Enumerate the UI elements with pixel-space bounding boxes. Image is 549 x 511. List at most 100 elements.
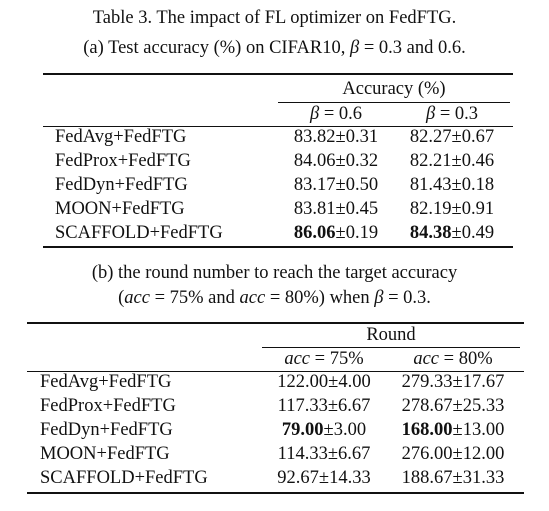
std-value: ±0.18 [451,175,495,195]
mean-value: 83.81 [293,199,336,219]
mean-value: 86.06 [293,223,336,243]
value-cell-col1: 79.00±3.00 [262,419,386,441]
mean-value: 82.27 [409,127,452,147]
std-value: ±6.67 [327,444,371,464]
method-name: FedProx+FedFTG [40,396,176,416]
value-cell-col2: 82.27±0.67 [394,126,510,148]
value-cell-col2: 188.67±31.33 [386,467,520,489]
std-value: ±25.33 [452,396,505,416]
std-value: ±0.19 [335,223,379,243]
mean-value: 117.33 [277,396,328,416]
std-value: ±6.67 [327,396,371,416]
method-name: FedDyn+FedFTG [40,420,173,440]
mean-value: 92.67 [277,468,319,488]
table-a-caption-beta: β [349,38,360,58]
caption-acc: acc [124,288,150,308]
std-value: ±4.00 [328,372,371,392]
beta-symbol: β [425,104,436,124]
col1-header-text: = 75% [310,349,364,369]
acc-symbol: acc [413,349,440,369]
mean-value: 114.33 [277,444,328,464]
table-b-caption-line1: (b) the round number to reach the target… [91,263,458,283]
mean-value: 83.82 [293,127,336,147]
std-value: ±12.00 [452,444,505,464]
method-name: MOON+FedFTG [40,444,170,464]
value-cell-col2: 279.33±17.67 [386,371,520,393]
value-cell-col2: 278.67±25.33 [386,395,520,417]
mean-value: 82.19 [409,199,452,219]
col1-header-text: = 0.6 [319,104,363,124]
std-value: ±0.46 [451,151,495,171]
value-cell-col1: 83.17±0.50 [278,174,394,196]
mean-value: 82.21 [409,151,452,171]
mean-value: 168.00 [401,420,453,440]
std-value: ±31.33 [452,468,505,488]
std-value: ±0.49 [451,223,495,243]
std-value: ±3.00 [323,420,367,440]
method-name: FedDyn+FedFTG [55,175,188,195]
table-a-caption-text-1: (a) Test accuracy (%) on CIFAR10, [83,38,350,58]
table-a-top-rule [43,73,513,75]
col2-header-text: = 0.3 [435,104,479,124]
table-a-col1-header: β = 0.6 [278,103,394,125]
value-cell-col1: 122.00±4.00 [262,371,386,393]
table-b-col1-header: acc = 75% [262,348,386,370]
mean-value: 279.33 [401,372,453,392]
table-b-bottom-rule [27,492,524,494]
value-cell-col2: 82.21±0.46 [394,150,510,172]
table-a-col2-header: β = 0.3 [394,103,510,125]
value-cell-col1: 83.81±0.45 [278,198,394,220]
mean-value: 276.00 [401,444,453,464]
value-cell-col1: 86.06±0.19 [278,222,394,244]
caption-text: = 80%) when [265,288,375,308]
std-value: ±0.45 [335,199,379,219]
table-a-header-rule [43,126,513,127]
beta-symbol: β [309,104,320,124]
value-cell-col1: 92.67±14.33 [262,467,386,489]
table-a-caption: (a) Test accuracy (%) on CIFAR10, β = 0.… [0,38,549,59]
method-name: FedProx+FedFTG [55,151,191,171]
std-value: ±0.67 [451,127,495,147]
table-b-group-rule [262,347,520,348]
method-name: SCAFFOLD+FedFTG [55,223,223,243]
value-cell-col2: 82.19±0.91 [394,198,510,220]
acc-symbol: acc [284,349,311,369]
caption-text: = 0.3. [383,288,431,308]
caption-acc: acc [239,288,266,308]
method-name: FedAvg+FedFTG [40,372,172,392]
value-cell-col1: 84.06±0.32 [278,150,394,172]
mean-value: 79.00 [281,420,324,440]
method-name: SCAFFOLD+FedFTG [40,468,208,488]
std-value: ±0.31 [335,127,379,147]
method-name: FedAvg+FedFTG [55,127,187,147]
std-value: ±0.50 [335,175,379,195]
table-b-header-rule [27,371,524,372]
col2-header-text: = 80% [439,349,493,369]
value-cell-col2: 276.00±12.00 [386,443,520,465]
table-b-caption-line2: (acc = 75% and acc = 80%) when β = 0.3. [0,288,549,309]
caption-text: = 75% and [149,288,240,308]
caption-beta: β [374,288,384,308]
table-a-bottom-rule [43,246,513,248]
mean-value: 84.38 [409,223,452,243]
mean-value: 84.06 [293,151,336,171]
value-cell-col2: 168.00±13.00 [386,419,520,441]
std-value: ±0.91 [451,199,495,219]
value-cell-col1: 114.33±6.67 [262,443,386,465]
std-value: ±14.33 [318,468,371,488]
mean-value: 278.67 [401,396,453,416]
mean-value: 122.00 [277,372,329,392]
caption-text: ( [118,288,125,308]
mean-value: 188.67 [401,468,453,488]
mean-value: 83.17 [293,175,336,195]
value-cell-col2: 81.43±0.18 [394,174,510,196]
method-name: MOON+FedFTG [55,199,185,219]
table-b-col2-header: acc = 80% [386,348,520,370]
value-cell-col1: 83.82±0.31 [278,126,394,148]
table-a-group-header: Accuracy (%) [342,79,446,99]
table-b-group-header: Round [366,325,416,345]
std-value: ±17.67 [452,372,505,392]
table-a-caption-text-2: = 0.3 and 0.6. [359,38,466,58]
value-cell-col1: 117.33±6.67 [262,395,386,417]
std-value: ±13.00 [452,420,505,440]
